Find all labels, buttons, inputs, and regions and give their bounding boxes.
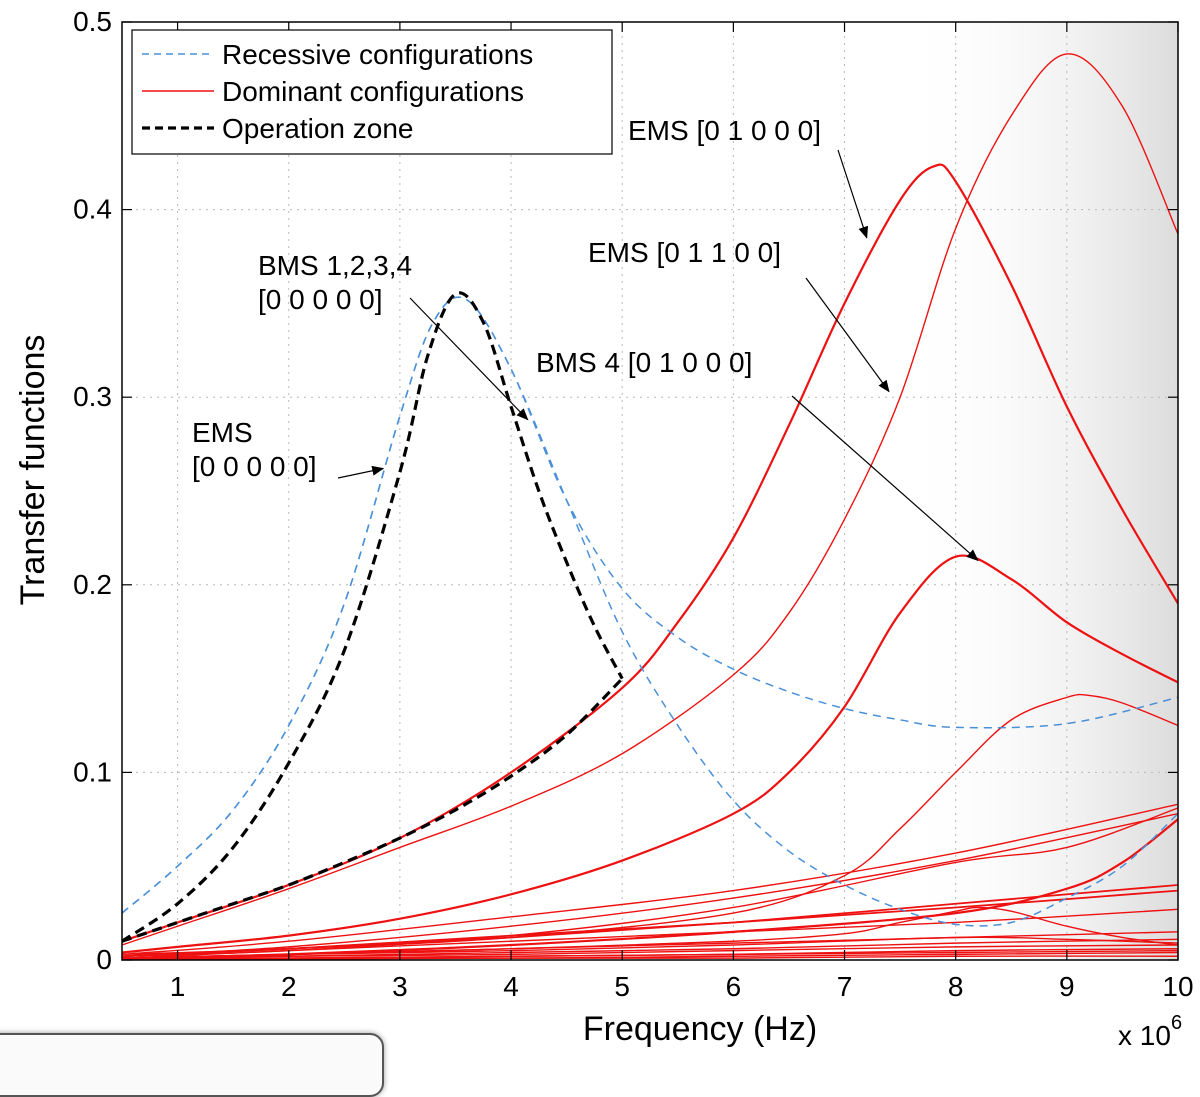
x-tick-label: 3 — [392, 971, 408, 1002]
y-tick-label: 0.1 — [73, 756, 112, 787]
x-tick-label: 9 — [1059, 971, 1075, 1002]
dominant-series-line — [122, 53, 1178, 946]
annotation-arrow — [337, 465, 385, 479]
annotation-label: EMS — [192, 417, 253, 448]
dominant-series-line — [122, 944, 1178, 959]
annotation-label: [0 0 0 0 0] — [258, 284, 383, 315]
bottom-panel-edge — [0, 1033, 384, 1097]
operation-series-line — [122, 677, 624, 943]
annotation-arrow — [409, 297, 529, 421]
y-axis-label: Transfer functions — [14, 335, 52, 606]
annotation-label: [0 0 0 0 0] — [192, 451, 317, 482]
legend-label: Dominant configurations — [222, 76, 524, 107]
x-tick-label: 6 — [726, 971, 742, 1002]
dominant-series-line — [122, 163, 1178, 943]
legend: Recessive configurations Dominant configu… — [131, 29, 613, 155]
x-tick-label: 4 — [503, 971, 519, 1002]
x-tick-label: 7 — [837, 971, 853, 1002]
dominant-series-line — [122, 554, 1178, 954]
dominant-series-line — [122, 908, 1178, 959]
dominant-series-line — [122, 951, 1178, 960]
y-tick-label: 0.4 — [73, 194, 112, 225]
x-tick-label: 10 — [1162, 971, 1193, 1002]
operation-series-line — [122, 291, 624, 943]
legend-label: Operation zone — [222, 113, 413, 144]
grid — [122, 22, 1178, 960]
annotation-label: BMS 4 [0 1 0 0 0] — [536, 347, 752, 378]
annotation-label: EMS [0 1 1 0 0] — [588, 237, 781, 268]
x-axis-label: Frequency (Hz) — [583, 1010, 817, 1048]
x-tick-label: 1 — [170, 971, 186, 1002]
annotation-arrow — [791, 395, 979, 562]
annotation-arrow — [837, 149, 869, 239]
annotations: EMS [0 1 0 0 0] EMS [0 1 1 0 0] BMS 1,2,3,… — [192, 115, 979, 562]
y-tick-label: 0.2 — [73, 569, 112, 600]
annotation-label: EMS [0 1 0 0 0] — [628, 115, 821, 146]
x-tick-label: 5 — [614, 971, 630, 1002]
recessive-series-line — [122, 296, 1178, 927]
y-tick-label: 0 — [96, 944, 112, 975]
legend-box — [131, 29, 613, 155]
chart: 1 2 3 4 5 6 7 8 9 10 0 0.1 0.2 0.3 0.4 0.5 EMS [0 1 0 0… — [14, 6, 1194, 1051]
x-tick-label: 2 — [281, 971, 297, 1002]
plot-shading — [900, 22, 1178, 960]
x-tick-label: 8 — [948, 971, 964, 1002]
y-tick-label: 0.5 — [73, 6, 112, 37]
x-multiplier-exponent: 6 — [1171, 1012, 1182, 1034]
x-multiplier: x 106 — [1118, 1012, 1182, 1051]
annotation-label: BMS 1,2,3,4 — [258, 250, 412, 281]
dominant-series-line — [122, 955, 1178, 960]
legend-label: Recessive configurations — [222, 39, 533, 70]
plot-frame — [121, 21, 1179, 961]
x-multiplier-base: x 10 — [1118, 1020, 1171, 1051]
dominant-series-line — [122, 889, 1178, 958]
annotation-arrow — [805, 277, 890, 393]
dominant-series-line — [122, 803, 1178, 956]
axis-ticks: 1 2 3 4 5 6 7 8 9 10 0 0.1 0.2 0.3 0.4 0.5 — [73, 6, 1194, 1002]
dominant-series-line — [122, 812, 1178, 957]
y-tick-label: 0.3 — [73, 381, 112, 412]
